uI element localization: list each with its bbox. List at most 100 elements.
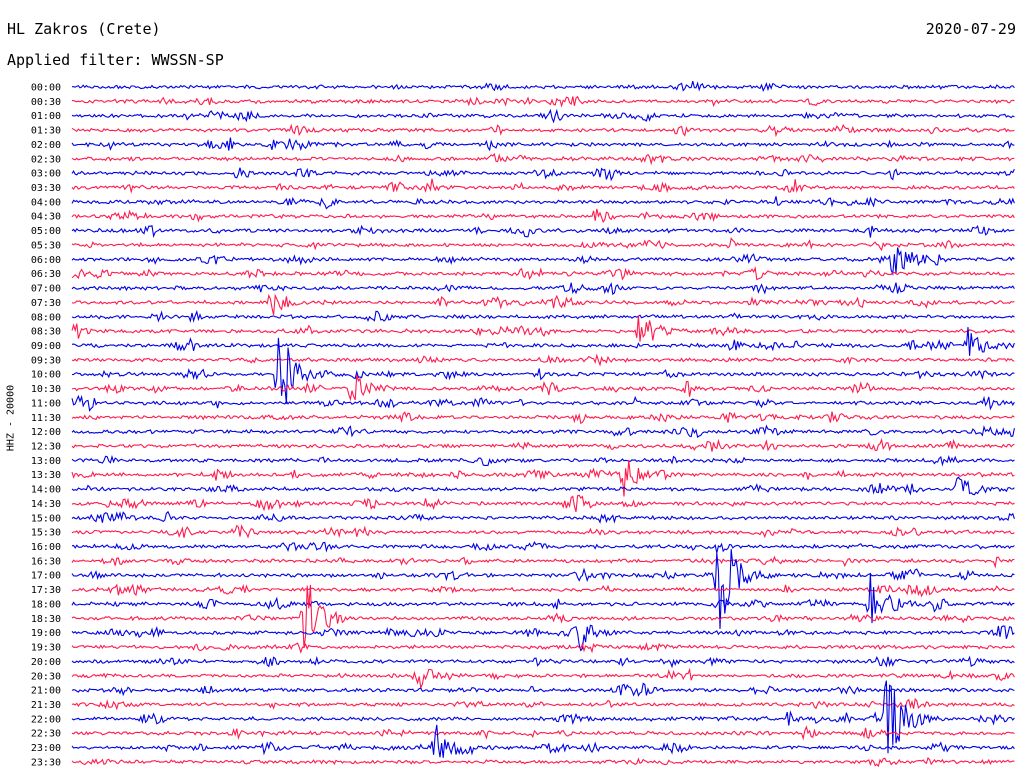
row-time-label: 10:30 [31, 384, 61, 395]
row-time-label: 22:30 [31, 729, 61, 740]
trace-row-1700 [71, 549, 1015, 629]
row-time-label: 19:00 [31, 628, 61, 639]
trace-row-1000 [71, 337, 1015, 404]
trace-row-1300 [71, 454, 1015, 467]
trace-row-0700 [71, 282, 1015, 296]
row-time-label: 18:00 [31, 599, 61, 610]
trace-row-0630 [71, 266, 1015, 281]
row-time-label: 21:30 [31, 700, 61, 711]
trace-row-0130 [71, 123, 1015, 138]
trace-row-1900 [71, 624, 1015, 652]
row-time-label: 11:00 [31, 398, 61, 409]
trace-row-0330 [71, 178, 1015, 194]
trace-row-0230 [71, 152, 1015, 166]
row-time-label: 20:30 [31, 671, 61, 682]
row-time-label: 01:00 [31, 111, 61, 122]
trace-row-0200 [71, 137, 1015, 152]
trace-row-0400 [71, 196, 1015, 210]
trace-row-0500 [71, 224, 1015, 239]
row-time-label: 15:00 [31, 513, 61, 524]
trace-row-0300 [71, 167, 1015, 182]
trace-row-1530 [71, 524, 1015, 539]
row-time-label: 05:30 [31, 240, 61, 251]
row-time-label: 06:00 [31, 255, 61, 266]
row-time-label: 21:00 [31, 686, 61, 697]
row-time-label: 03:30 [31, 183, 61, 194]
trace-row-1830 [71, 584, 1015, 649]
row-time-label: 09:30 [31, 355, 61, 366]
row-time-label: 09:00 [31, 341, 61, 352]
trace-row-1600 [71, 541, 1015, 554]
row-time-label: 12:00 [31, 427, 61, 438]
row-time-label: 08:00 [31, 312, 61, 323]
trace-row-0600 [71, 247, 1015, 277]
trace-row-1230 [71, 437, 1015, 452]
filter-label: Applied filter: WWSSN-SP [7, 51, 224, 69]
row-time-label: 02:00 [31, 140, 61, 151]
trace-row-0900 [71, 327, 1015, 356]
row-time-label: 19:30 [31, 643, 61, 654]
row-time-label: 02:30 [31, 154, 61, 165]
row-time-label: 16:00 [31, 542, 61, 553]
row-time-label: 14:30 [31, 499, 61, 510]
trace-row-2300 [71, 724, 1015, 758]
trace-row-1100 [71, 394, 1015, 412]
row-time-label: 06:30 [31, 269, 61, 280]
trace-row-0100 [71, 108, 1015, 124]
trace-row-0730 [71, 293, 1015, 316]
row-time-label: 13:30 [31, 470, 61, 481]
row-time-label: 20:00 [31, 657, 61, 668]
trace-layer [71, 80, 1015, 768]
row-time-label: 23:00 [31, 743, 61, 754]
trace-row-0800 [71, 309, 1015, 323]
trace-row-1500 [71, 510, 1015, 524]
trace-row-1800 [71, 572, 1015, 624]
row-time-label: 17:00 [31, 571, 61, 582]
trace-row-2000 [71, 655, 1015, 669]
trace-row-0000 [72, 80, 1015, 92]
row-label-layer: 00:00 00:30 01:00 01:30 02:00 02:30 03:00 03:30… [31, 83, 61, 769]
trace-row-0930 [71, 353, 1015, 367]
row-time-label: 14:00 [31, 485, 61, 496]
trace-row-1730 [71, 583, 1015, 598]
row-time-label: 16:30 [31, 556, 61, 567]
row-time-label: 08:30 [31, 327, 61, 338]
trace-row-1030 [71, 374, 1015, 402]
row-time-label: 11:30 [31, 413, 61, 424]
row-time-label: 03:00 [31, 169, 61, 180]
row-time-label: 23:30 [31, 757, 61, 768]
trace-row-2230 [71, 725, 1015, 741]
row-time-label: 12:30 [31, 442, 61, 453]
row-time-label: 00:00 [31, 83, 61, 94]
trace-row-1200 [71, 424, 1015, 439]
trace-row-1430 [71, 494, 1015, 512]
trace-row-1930 [71, 642, 1015, 655]
row-time-label: 17:30 [31, 585, 61, 596]
trace-row-0830 [71, 315, 1015, 342]
trace-row-1630 [71, 555, 1015, 569]
trace-row-1130 [71, 411, 1015, 425]
row-time-label: 18:30 [31, 614, 61, 625]
row-time-label: 00:30 [31, 97, 61, 108]
row-time-label: 05:00 [31, 226, 61, 237]
trace-row-0430 [71, 208, 1015, 224]
trace-row-0530 [71, 237, 1015, 252]
trace-row-0030 [71, 95, 1015, 108]
trace-row-2330 [71, 756, 1015, 768]
trace-row-2130 [71, 697, 1015, 711]
row-time-label: 07:00 [31, 284, 61, 295]
trace-row-2030 [71, 667, 1015, 690]
row-time-label: 04:30 [31, 212, 61, 223]
row-time-label: 01:30 [31, 126, 61, 137]
row-time-label: 13:00 [31, 456, 61, 467]
row-time-label: 07:30 [31, 298, 61, 309]
station-title: HL Zakros (Crete) [7, 20, 161, 38]
row-time-label: 10:00 [31, 370, 61, 381]
row-time-label: 04:00 [31, 197, 61, 208]
row-time-label: 15:30 [31, 528, 61, 539]
trace-row-1400 [71, 476, 1015, 496]
trace-row-2200 [71, 680, 1015, 754]
row-time-label: 22:00 [31, 714, 61, 725]
trace-row-2100 [71, 682, 1015, 697]
